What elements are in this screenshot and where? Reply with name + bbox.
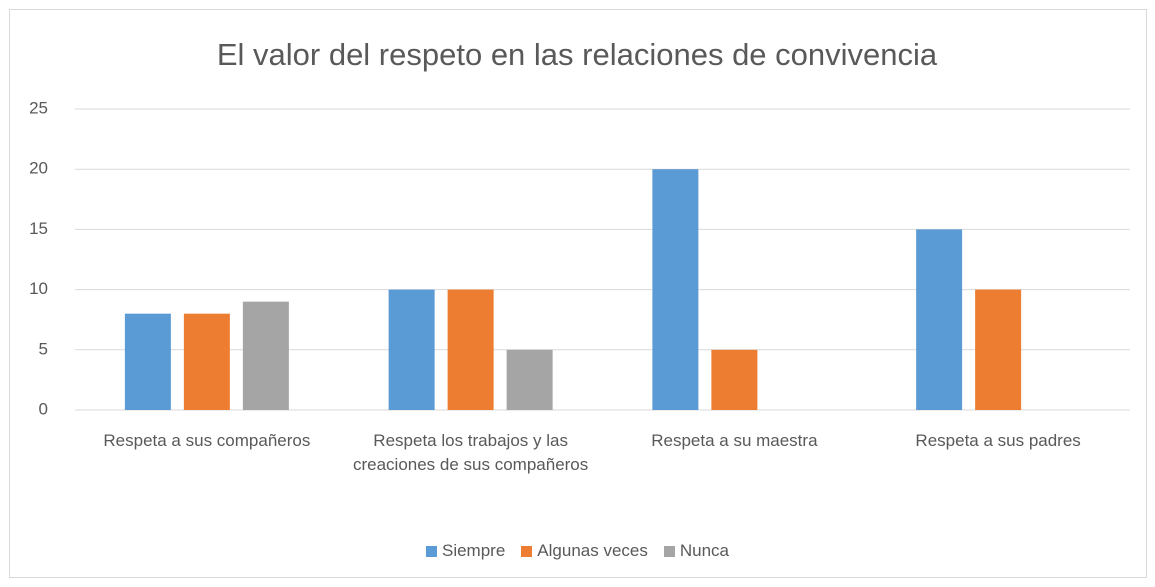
legend-label: Nunca xyxy=(679,541,730,560)
y-tick-label: 15 xyxy=(29,219,48,238)
bar xyxy=(916,229,963,410)
x-tick-label: Respeta a su maestra xyxy=(651,431,818,450)
legend-label: Algunas veces xyxy=(537,541,648,560)
x-tick-label: Respeta a sus padres xyxy=(915,431,1081,450)
bar xyxy=(388,289,435,410)
legend-swatch xyxy=(521,545,533,557)
x-tick-label: Respeta a sus compañeros xyxy=(103,431,311,450)
bar xyxy=(975,289,1022,410)
bar xyxy=(124,313,171,410)
bar xyxy=(183,313,230,410)
legend-swatch xyxy=(425,545,437,557)
bar xyxy=(242,301,289,410)
legend-item: Algunas veces xyxy=(521,541,648,561)
y-tick-label: 25 xyxy=(29,98,48,117)
bar xyxy=(447,289,494,410)
legend-item: Siempre xyxy=(425,541,506,561)
y-tick-label: 5 xyxy=(39,339,48,358)
legend-swatch xyxy=(663,545,675,557)
bar xyxy=(506,349,553,410)
bar xyxy=(711,349,758,410)
y-tick-label: 10 xyxy=(29,279,48,298)
legend: Siempre Algunas veces Nunca xyxy=(0,541,1155,561)
legend-item: Nunca xyxy=(663,541,730,561)
chart-title: El valor del respeto en las relaciones d… xyxy=(217,37,938,72)
bar xyxy=(652,169,699,410)
legend-label: Siempre xyxy=(441,541,506,560)
x-tick-label: Respeta los trabajos y las creaciones de… xyxy=(352,431,589,474)
y-tick-label: 0 xyxy=(39,399,48,418)
y-tick-label: 20 xyxy=(29,159,48,178)
